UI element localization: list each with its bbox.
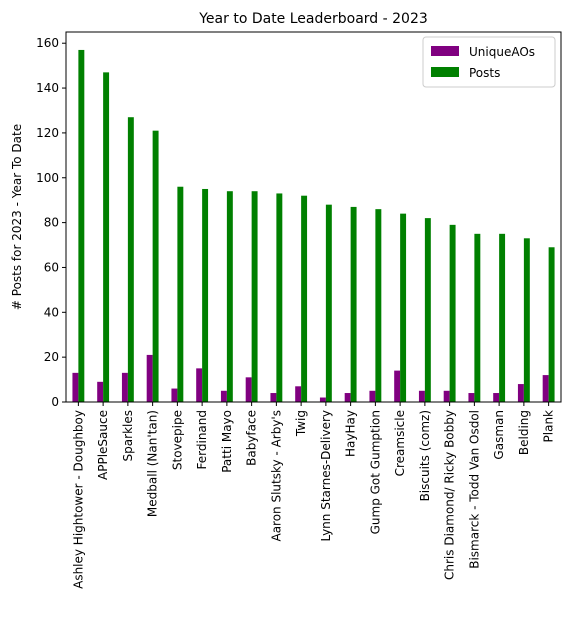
bar-posts-13 [400, 213, 407, 402]
x-tick-label-10: Lynn Starnes-Delivery [319, 410, 333, 542]
bar-posts-3 [152, 130, 159, 403]
x-tick-label-14: Biscuits (comz) [418, 410, 432, 501]
bar-uniqueaos-9 [295, 386, 302, 402]
legend-swatch-uniqueaos [431, 46, 459, 56]
x-tick-label-16: Bismarck - Todd Van Osdol [467, 410, 481, 569]
legend: UniqueAOs Posts [422, 36, 556, 88]
bar-uniqueaos-11 [344, 393, 351, 402]
bar-uniqueaos-15 [443, 390, 450, 402]
x-tick-label-7: Babyface [245, 410, 259, 466]
bar-uniqueaos-14 [418, 390, 425, 402]
bar-uniqueaos-8 [270, 393, 277, 402]
y-tick-label-20: 20 [44, 350, 59, 364]
bar-uniqueaos-5 [196, 368, 203, 402]
x-tick-label-13: Creamsicle [393, 410, 407, 476]
bar-posts-2 [127, 117, 134, 403]
bar-posts-16 [474, 233, 481, 402]
y-tick-label-40: 40 [44, 305, 59, 319]
bar-posts-17 [499, 233, 506, 402]
y-tick-label-140: 140 [36, 81, 59, 95]
bar-uniqueaos-12 [369, 390, 376, 402]
y-tick-label-100: 100 [36, 171, 59, 185]
bar-posts-7 [251, 191, 258, 402]
x-tick-label-4: Stovepipe [170, 410, 184, 470]
bar-posts-0 [78, 49, 85, 402]
bar-uniqueaos-19 [542, 375, 549, 402]
x-axis: Ashley Hightower - Doughboy APPleSauce Spa… [71, 402, 556, 589]
bar-posts-10 [325, 204, 332, 402]
bar-posts-12 [375, 209, 382, 402]
bar-uniqueaos-13 [394, 370, 401, 402]
x-tick-label-19: Plank [542, 410, 556, 443]
bar-uniqueaos-3 [146, 354, 153, 402]
bar-uniqueaos-17 [493, 393, 500, 402]
y-tick-label-80: 80 [44, 216, 59, 230]
bar-posts-4 [177, 186, 184, 402]
x-tick-label-9: Twig [294, 410, 308, 437]
bar-uniqueaos-6 [220, 390, 227, 402]
x-tick-label-12: Gump Got Gumption [368, 410, 382, 534]
bar-uniqueaos-2 [121, 372, 128, 402]
bar-posts-11 [350, 206, 357, 402]
legend-label-uniqueaos: UniqueAOs [469, 45, 535, 59]
x-tick-label-3: Medball (Nan'tan) [146, 410, 160, 517]
y-tick-label-0: 0 [51, 395, 59, 409]
x-tick-label-1: APPleSauce [96, 410, 110, 480]
bar-uniqueaos-16 [468, 393, 475, 402]
bar-posts-9 [301, 195, 308, 402]
x-tick-label-5: Ferdinand [195, 410, 209, 469]
y-axis: 0 20 40 60 80 100 120 140 160 [36, 36, 66, 409]
x-tick-label-0: Ashley Hightower - Doughboy [71, 410, 85, 589]
bar-posts-1 [103, 72, 110, 403]
bar-posts-8 [276, 193, 283, 402]
chart-title: Year to Date Leaderboard - 2023 [198, 11, 428, 27]
y-tick-label-160: 160 [36, 36, 59, 50]
x-tick-label-11: HayHay [344, 410, 358, 457]
bar-posts-18 [523, 238, 530, 402]
bar-uniqueaos-7 [245, 377, 252, 402]
legend-swatch-posts [431, 67, 459, 77]
x-tick-label-15: Chris Diamond/ Ricky Bobby [443, 410, 457, 580]
x-tick-label-18: Belding [517, 410, 531, 455]
bar-posts-6 [226, 191, 233, 402]
bar-uniqueaos-1 [97, 381, 104, 402]
bar-posts-19 [548, 247, 555, 402]
x-tick-label-17: Gasman [492, 410, 506, 460]
x-tick-label-8: Aaron Slutsky - Arby's [269, 410, 283, 542]
bar-posts-5 [202, 188, 209, 402]
bar-uniqueaos-18 [517, 384, 524, 402]
bar-posts-14 [424, 218, 431, 402]
x-tick-label-2: Sparkles [121, 410, 135, 461]
bar-uniqueaos-0 [72, 372, 79, 402]
plot-frame [65, 31, 562, 403]
legend-label-posts: Posts [469, 66, 500, 80]
y-tick-label-120: 120 [36, 126, 59, 140]
bars-group [72, 49, 555, 403]
y-axis-label: # Posts for 2023 - Year To Date [10, 124, 24, 310]
bar-uniqueaos-4 [171, 388, 178, 402]
bar-posts-15 [449, 224, 456, 402]
y-tick-label-60: 60 [44, 260, 59, 274]
bar-uniqueaos-10 [319, 397, 326, 402]
x-tick-label-6: Patti Mayo [220, 410, 234, 473]
